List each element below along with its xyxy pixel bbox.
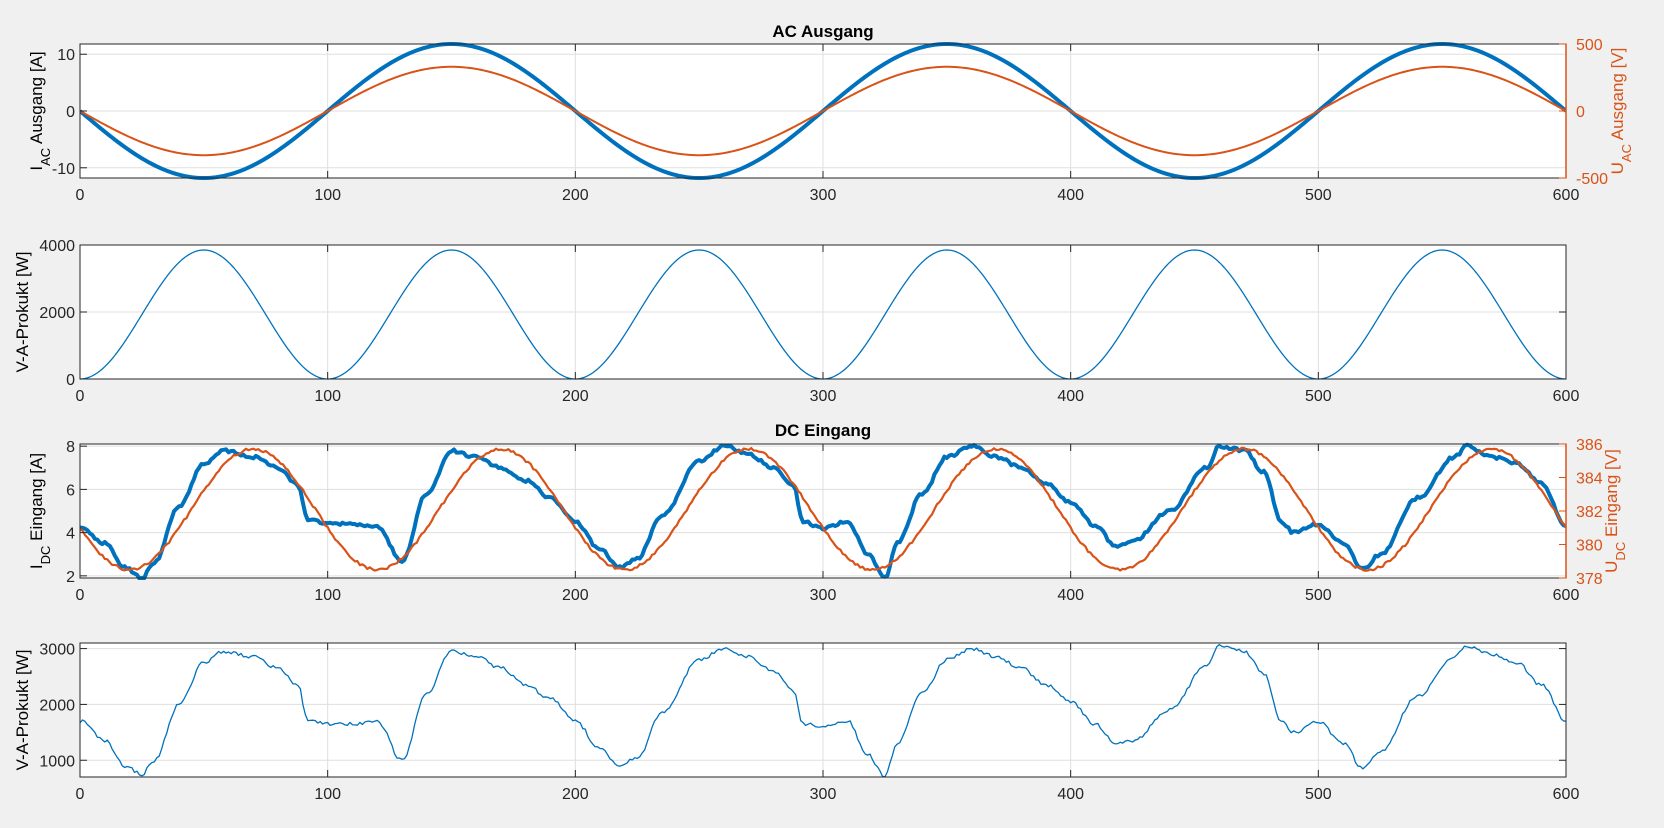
x-tick-label: 500 [1305,388,1332,405]
ac-output-panel: AC Ausgang IAC Ausgang [A] UAC Ausgang [… [27,22,1634,204]
x-tick-label: 300 [810,388,837,405]
left-axis-label: IDC Eingang [A] [27,453,53,569]
right-y-tick-label: 0 [1576,104,1585,121]
x-tick-label: 400 [1057,786,1084,803]
series-line-2 [80,65,1566,157]
x-tick-label: 100 [314,388,341,405]
series-line-2 [80,446,1566,572]
y-tick-label: 2 [66,569,75,586]
x-tick-label: 500 [1305,187,1332,204]
panel-title: AC Ausgang [772,22,873,41]
x-tick-label: 600 [1553,187,1580,204]
x-tick-label: 200 [562,786,589,803]
x-tick-label: 200 [562,187,589,204]
x-tick-label: 500 [1305,786,1332,803]
right-y-tick-label: 380 [1576,538,1603,555]
dc-input-panel: DC Eingang IDC Eingang [A] UDC Eingang [… [27,421,1628,604]
x-tick-label: 200 [562,388,589,405]
x-tick-label: 600 [1553,587,1580,604]
x-tick-label: 500 [1305,587,1332,604]
y-tick-label: 4 [66,526,75,543]
panel-title: DC Eingang [775,421,871,440]
ac-power-panel: V-A-Prokukt [W] 0 100 200 300 400 500 600 0 2000… [13,238,1579,405]
x-tick-label: 600 [1553,786,1580,803]
x-tick-label: 200 [562,587,589,604]
y-tick-label: 8 [66,439,75,456]
left-axis-label: V-A-Prokukt [W] [13,252,32,373]
y-tick-label: 2000 [39,697,75,714]
right-y-tick-label: -500 [1576,171,1608,188]
y-tick-label: 4000 [39,238,75,255]
x-tick-label: 300 [810,187,837,204]
right-y-tick-label: 384 [1576,471,1603,488]
right-y-tick-label: 500 [1576,37,1603,54]
y-tick-label: -10 [52,161,75,178]
right-y-tick-label: 378 [1576,571,1603,588]
y-tick-label: 0 [66,372,75,389]
dc-power-panel: V-A-Prokukt [W] 0 100 200 300 400 500 600 1000 2… [13,642,1579,803]
x-tick-label: 0 [76,587,85,604]
x-tick-label: 300 [810,587,837,604]
y-tick-label: 6 [66,482,75,499]
x-tick-label: 0 [76,786,85,803]
y-tick-label: 3000 [39,642,75,659]
right-axis-label: UAC Ausgang [V] [1608,48,1634,175]
right-y-tick-label: 382 [1576,504,1603,521]
left-axis-label: V-A-Prokukt [W] [13,650,32,771]
x-tick-label: 400 [1057,388,1084,405]
series-line-1 [80,643,1566,778]
x-tick-label: 400 [1057,187,1084,204]
x-tick-label: 0 [76,187,85,204]
y-tick-label: 1000 [39,753,75,770]
y-tick-label: 2000 [39,305,75,322]
x-tick-label: 0 [76,388,85,405]
y-tick-label: 0 [66,104,75,121]
x-tick-label: 600 [1553,388,1580,405]
x-tick-label: 400 [1057,587,1084,604]
y-tick-label: 10 [57,47,75,64]
x-tick-label: 300 [810,786,837,803]
right-y-tick-label: 386 [1576,437,1603,454]
x-tick-label: 100 [314,786,341,803]
right-axis-label: UDC Eingang [V] [1602,449,1628,573]
x-tick-label: 100 [314,187,341,204]
x-tick-label: 100 [314,587,341,604]
left-axis-label: IAC Ausgang [A] [27,51,53,170]
